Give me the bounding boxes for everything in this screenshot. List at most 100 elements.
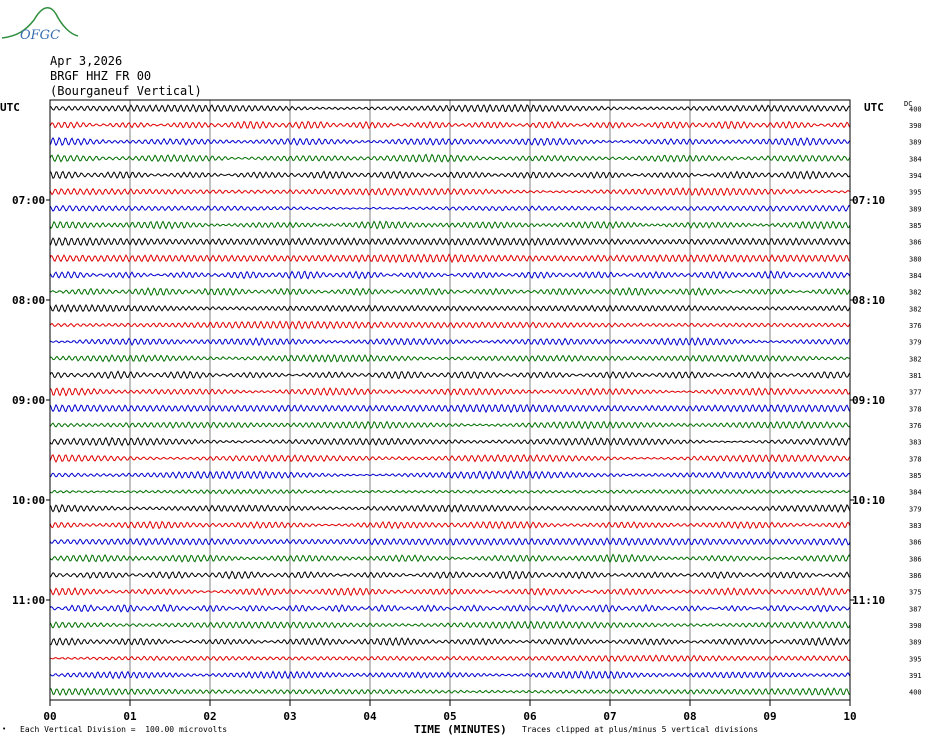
seismic-trace <box>49 204 851 212</box>
dc-offset-label: 394 <box>909 172 922 180</box>
x-tick-label: 00 <box>43 710 56 723</box>
footer-mark: • <box>2 725 7 733</box>
dc-offset-label: 384 <box>909 155 922 163</box>
dc-offset-label: 382 <box>909 289 922 297</box>
dc-offset-label: 381 <box>909 372 922 380</box>
seismic-trace <box>49 470 851 480</box>
dc-offset-label: 386 <box>909 239 922 247</box>
dc-offset-label: 386 <box>909 572 922 580</box>
dc-offset-label: 383 <box>909 522 922 530</box>
x-tick-label: 08 <box>683 710 696 723</box>
left-time-label: 10:00 <box>12 494 45 507</box>
dc-offset-label: 387 <box>909 605 922 613</box>
dc-offset-label: 400 <box>909 105 922 113</box>
dc-offset-label: 390 <box>909 122 922 130</box>
dc-offset-label: 400 <box>909 689 922 697</box>
right-time-label: 07:10 <box>852 194 885 207</box>
dc-offset-label: 380 <box>909 255 922 263</box>
seismic-trace <box>49 654 851 663</box>
seismic-trace <box>49 286 851 297</box>
ofgc-logo: OFGC <box>1 7 79 43</box>
seismic-trace <box>49 236 851 247</box>
seismic-trace <box>49 136 851 147</box>
dc-offset-label: 376 <box>909 322 922 330</box>
right-time-label: 09:10 <box>852 394 885 407</box>
x-tick-label: 01 <box>123 710 137 723</box>
logo-curve <box>1 7 79 39</box>
x-tick-label: 03 <box>283 710 296 723</box>
x-tick-label: 02 <box>203 710 216 723</box>
seismic-trace <box>49 336 851 347</box>
dc-offset-label: 384 <box>909 272 922 280</box>
x-tick-label: 06 <box>523 710 537 723</box>
x-tick-label: 04 <box>363 710 377 723</box>
left-time-label: 11:00 <box>12 594 45 607</box>
footer-scale-note: Each Vertical Division = 100.00 microvol… <box>20 725 228 734</box>
dc-offset-label: 389 <box>909 205 922 213</box>
x-axis-title: TIME (MINUTES) <box>414 723 507 736</box>
dc-offset-label: 395 <box>909 655 922 663</box>
dc-offset-label: 395 <box>909 189 922 197</box>
right-time-label: 10:10 <box>852 494 885 507</box>
dc-offset-label: 391 <box>909 672 922 680</box>
plot-date: Apr 3,2026 <box>50 54 123 68</box>
seismic-trace <box>49 537 851 547</box>
utc-left-label: UTC <box>0 101 20 114</box>
x-tick-label: 07 <box>603 710 616 723</box>
seismic-trace <box>49 420 851 430</box>
dc-offset-label: 377 <box>909 389 922 397</box>
utc-right-label: UTC <box>864 101 884 114</box>
seismic-trace <box>49 636 851 647</box>
seismic-trace <box>49 603 851 613</box>
dc-offset-label: 383 <box>909 439 922 447</box>
dc-header-label: DC <box>904 100 912 108</box>
dc-offset-label: 379 <box>909 505 922 513</box>
station-code: BRGF HHZ FR 00 <box>50 69 152 83</box>
dc-offset-label: 375 <box>909 589 922 597</box>
seismic-trace <box>49 403 851 414</box>
dc-offset-label: 385 <box>909 472 922 480</box>
seismic-trace <box>49 436 851 447</box>
dc-offset-label: 384 <box>909 489 922 497</box>
logo-text: OFGC <box>20 28 60 43</box>
seismic-trace <box>49 103 851 114</box>
x-tick-label: 05 <box>443 710 456 723</box>
dc-offset-label: 382 <box>909 355 922 363</box>
seismic-trace <box>49 586 851 597</box>
seismic-trace <box>49 220 851 230</box>
dc-offset-label: 378 <box>909 455 922 463</box>
left-time-labels: 07:00 08:00 09:00 10:00 11:00 <box>12 194 50 607</box>
seismic-trace <box>49 370 851 380</box>
right-time-label: 08:10 <box>852 294 885 307</box>
grid-lines <box>129 100 771 700</box>
seismic-trace <box>49 303 851 313</box>
left-time-label: 09:00 <box>12 394 45 407</box>
seismic-trace <box>49 387 851 397</box>
seismic-trace <box>49 488 851 495</box>
dc-offset-label: 379 <box>909 339 922 347</box>
seismic-trace <box>49 503 851 513</box>
seismic-trace <box>49 120 851 130</box>
dc-offset-label: 385 <box>909 222 922 230</box>
x-axis-ticks: 00 01 02 03 04 05 06 07 08 09 10 <box>43 700 857 723</box>
x-tick-label: 09 <box>763 710 776 723</box>
seismic-trace <box>49 186 851 197</box>
seismic-trace <box>49 270 851 280</box>
seismic-trace <box>49 670 851 680</box>
seismic-trace <box>49 320 851 330</box>
dc-offset-label: 378 <box>909 405 922 413</box>
x-tick-label: 10 <box>843 710 856 723</box>
dc-offset-label: 389 <box>909 639 922 647</box>
seismic-trace <box>49 570 851 580</box>
dc-offset-label: 386 <box>909 539 922 547</box>
seismic-trace <box>49 453 851 463</box>
right-time-label: 11:10 <box>852 594 885 607</box>
dc-offset-label: 376 <box>909 422 922 430</box>
seismic-trace <box>49 253 851 264</box>
seismic-trace <box>49 520 851 530</box>
seismic-trace <box>49 153 851 163</box>
dc-offset-label: 390 <box>909 622 922 630</box>
dc-offset-labels: 400 390 389 384 394 395 389 385 386 380 384 382 382 3… <box>909 105 922 696</box>
station-location: (Bourganeuf Vertical) <box>50 84 202 98</box>
